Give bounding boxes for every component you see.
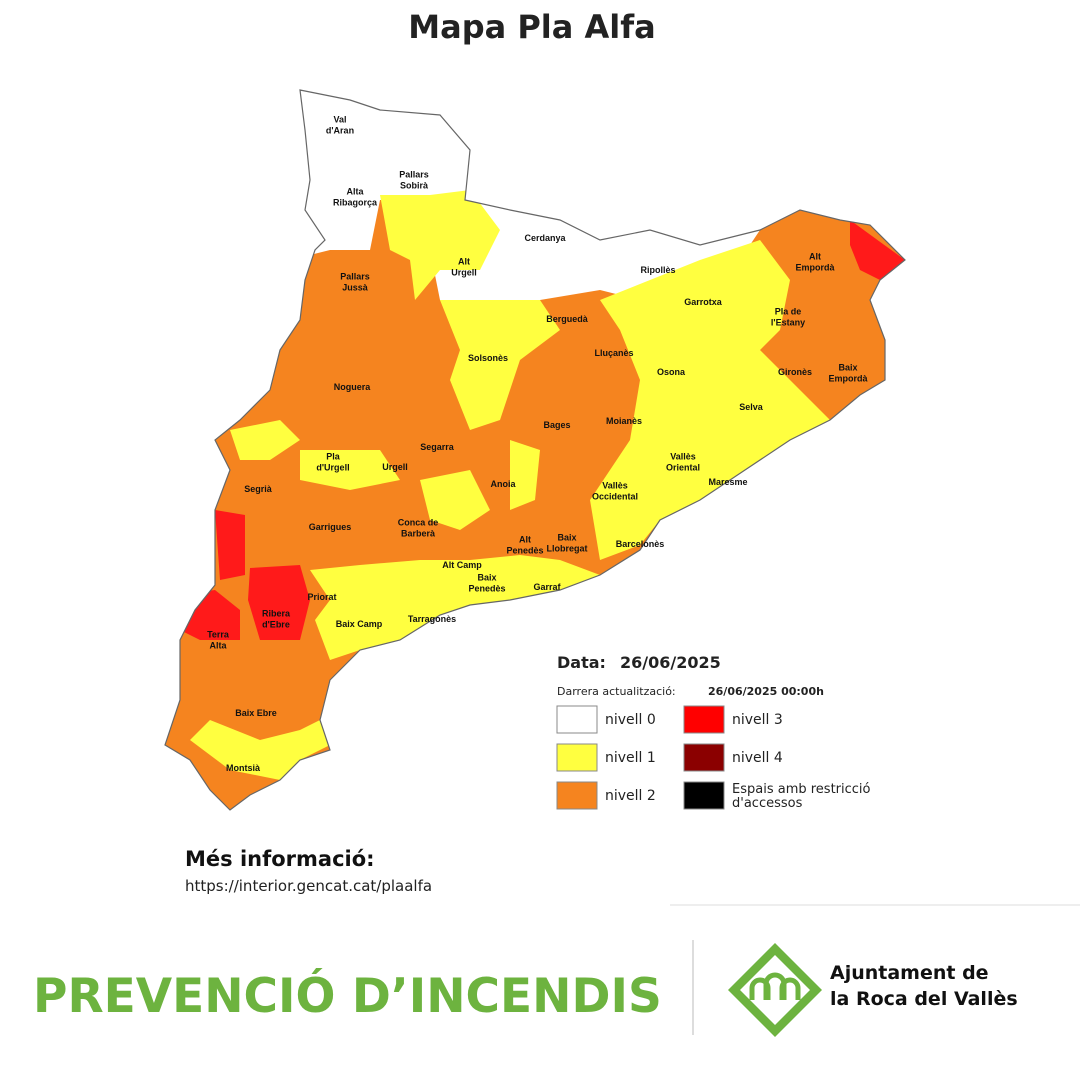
region-label: Alt Camp <box>442 560 482 570</box>
legend-swatch <box>683 705 725 734</box>
region-label: Alta <box>209 641 227 651</box>
legend-label: nivell 0 <box>605 712 656 728</box>
region-label: Gironès <box>778 367 812 377</box>
region-label: Vallès <box>602 481 628 491</box>
footer-title: PREVENCIÓ D’INCENDIS <box>33 969 662 1024</box>
region-label: Baix <box>557 533 576 543</box>
region-label: Sobirà <box>400 181 429 191</box>
region-label: Garrigues <box>309 522 352 532</box>
info-heading: Més informació: <box>185 847 375 871</box>
region-label: Pallars <box>399 170 429 180</box>
region-label: Terra <box>207 630 230 640</box>
org-line: la Roca del Vallès <box>830 988 1018 1010</box>
legend-swatch <box>556 705 598 734</box>
region-label: Moianès <box>606 416 642 426</box>
info-url: https://interior.gencat.cat/plaalfa <box>185 877 432 895</box>
region-label: Occidental <box>592 492 638 502</box>
legend-label: nivell 3 <box>732 712 783 728</box>
region-label: Osona <box>657 367 686 377</box>
logo <box>728 943 822 1037</box>
date: 26/06/2025 <box>620 653 721 672</box>
legend-label: nivell 2 <box>605 788 656 804</box>
region-label: Ribera <box>262 609 291 619</box>
legend-swatch <box>556 743 598 772</box>
region-label: Cerdanya <box>524 233 566 243</box>
region-label: Penedès <box>506 546 543 556</box>
region-label: Ripollès <box>640 265 675 275</box>
region-label: Tarragonès <box>408 614 456 624</box>
region-label: Jussà <box>342 283 369 293</box>
region-label: l'Estany <box>771 318 805 328</box>
region-label: Pla <box>326 452 341 462</box>
region-label: Alt <box>458 257 470 267</box>
region-label: Solsonès <box>468 353 508 363</box>
region-label: Pallars <box>340 272 370 282</box>
region-label: Bages <box>543 420 570 430</box>
legend-swatch <box>683 743 725 772</box>
map-title: Mapa Pla Alfa <box>408 8 655 46</box>
region-label: d'Aran <box>326 126 354 136</box>
date-label: Data: <box>557 653 606 672</box>
region-label: Barcelonès <box>616 539 665 549</box>
legend-swatch <box>683 781 725 810</box>
region-label: Alta <box>346 187 364 197</box>
region-label: Barberà <box>401 529 436 539</box>
region-label: Montsià <box>226 763 261 773</box>
region-label: Empordà <box>828 374 868 384</box>
legend-swatch <box>556 781 598 810</box>
region-label: Garraf <box>533 582 561 592</box>
region-label: Baix Camp <box>336 619 383 629</box>
region-label: Priorat <box>307 592 336 602</box>
region-label: Baix <box>477 573 496 583</box>
region-label: Baix <box>838 363 857 373</box>
region-label: Pla de <box>775 307 802 317</box>
update-label: Darrera actualització: <box>557 685 676 698</box>
region-label: Val <box>333 115 346 125</box>
region-label: Conca de <box>398 518 439 528</box>
region-label: Garrotxa <box>684 297 723 307</box>
region-label: Noguera <box>334 382 372 392</box>
region-label: Lluçanès <box>594 348 633 358</box>
legend-label: Espais amb restricció <box>732 782 871 797</box>
region-label: Ribagorça <box>333 198 378 208</box>
region-label: Vallès <box>670 452 696 462</box>
org-line: Ajuntament de <box>830 962 989 984</box>
legend: nivell 0 nivell 1 nivell 2 nivell 3 nivell 4… <box>556 705 871 811</box>
region-label: Anoia <box>490 479 516 489</box>
region-label: Berguedà <box>546 314 589 324</box>
region-label: Empordà <box>795 263 835 273</box>
region-label: Penedès <box>468 584 505 594</box>
region-label: Segarra <box>420 442 455 452</box>
region-label: Alt <box>519 535 531 545</box>
region-label: Urgell <box>382 462 408 472</box>
region-labels: Vald'AranPallarsSobiràAltaRibagorçaCerda… <box>207 115 868 774</box>
region-label: Llobregat <box>546 544 587 554</box>
region-label: d'Urgell <box>316 463 349 473</box>
region-label: Selva <box>739 402 764 412</box>
update: 26/06/2025 00:00h <box>708 685 824 698</box>
region-label: Oriental <box>666 463 700 473</box>
region-label: Maresme <box>708 477 747 487</box>
legend-label: nivell 4 <box>732 750 783 766</box>
region-label: Alt <box>809 252 821 262</box>
region-label: Baix Ebre <box>235 708 277 718</box>
legend-label: nivell 1 <box>605 750 656 766</box>
region-label: Segrià <box>244 484 273 494</box>
legend-label: d'accessos <box>732 796 803 811</box>
region-label: Urgell <box>451 268 477 278</box>
map-outline <box>164 89 906 811</box>
region-label: d'Ebre <box>262 620 290 630</box>
